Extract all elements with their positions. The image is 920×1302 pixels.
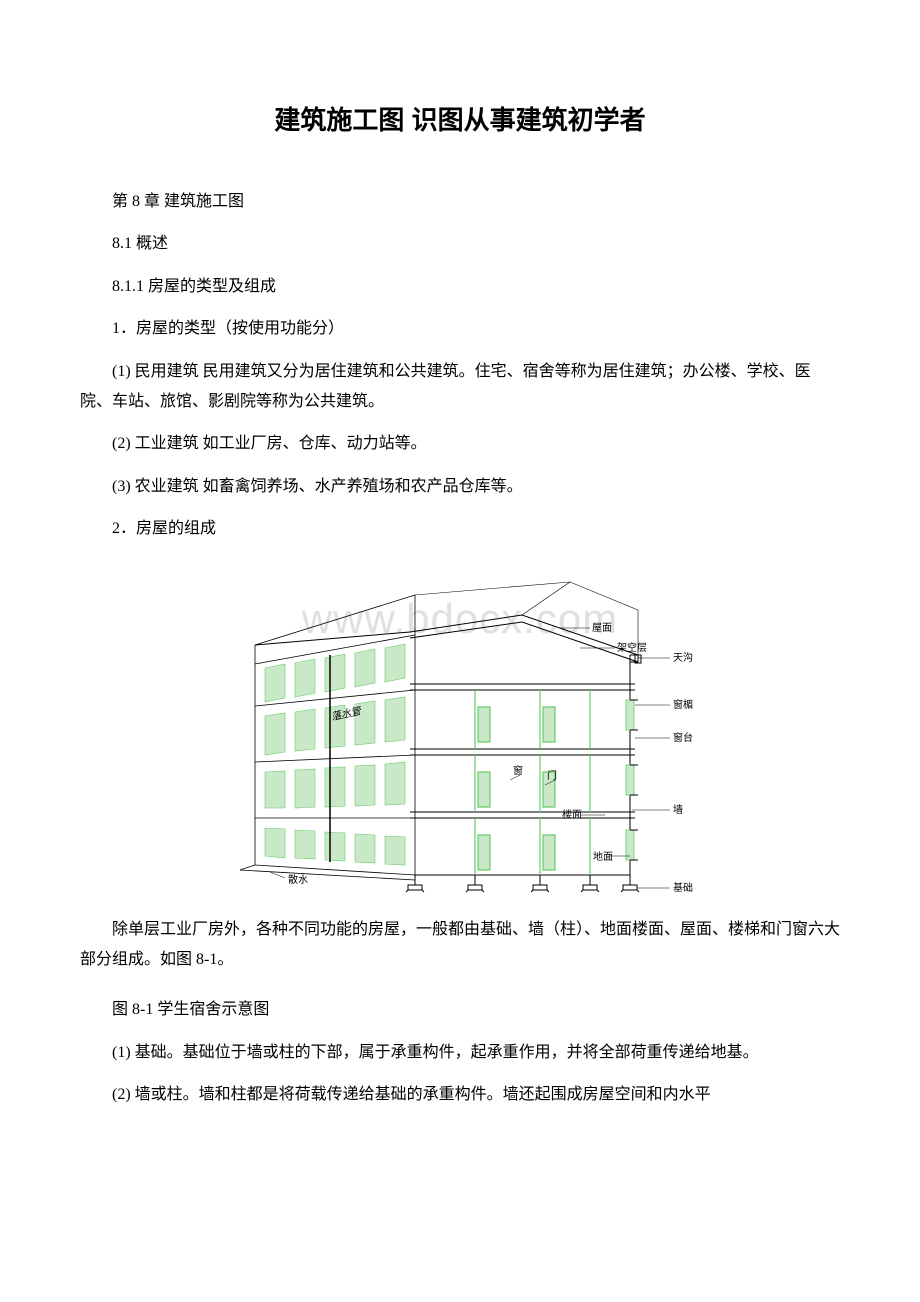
label-gutter: 天沟: [673, 651, 693, 664]
heading-building-types: 1．房屋的类型（按使用功能分）: [80, 314, 840, 344]
label-sill: 窗台: [673, 731, 693, 744]
chapter-heading: 第 8 章 建筑施工图: [80, 187, 840, 217]
heading-building-composition: 2．房屋的组成: [80, 514, 840, 544]
para-composition-intro: 除单层工业厂房外，各种不同功能的房屋，一般都由基础、墙（柱）、地面楼面、屋面、楼…: [80, 915, 840, 976]
section-8-1-1: 8.1.1 房屋的类型及组成: [80, 272, 840, 302]
label-apron: 散水: [288, 873, 308, 886]
para-foundation: (1) 基础。基础位于墙或柱的下部，属于承重构件，起承重作用，并将全部荷重传递给…: [80, 1038, 840, 1068]
label-window: 窗: [513, 764, 523, 777]
label-wall: 墙: [673, 803, 683, 816]
para-wall-column: (2) 墙或柱。墙和柱都是将荷载传递给基础的承重构件。墙还起围成房屋空间和内水平: [80, 1080, 840, 1110]
figure-8-1-image: www.bdocx.com: [210, 560, 710, 900]
label-floor: 楼面: [562, 808, 582, 821]
label-foundation: 基础: [673, 881, 693, 894]
building-diagram-svg: 屋面 架空层 天沟 落水管 窗楣 窗 门 窗台 楼面 墙 地面 散水 基础: [210, 560, 710, 900]
label-ground: 地面: [593, 850, 613, 863]
figure-8-1-container: www.bdocx.com: [80, 560, 840, 900]
label-roof: 屋面: [592, 622, 612, 634]
document-title: 建筑施工图 识图从事建筑初学者: [80, 100, 840, 137]
label-lintel: 窗楣: [673, 698, 693, 711]
para-agricultural-building: (3) 农业建筑 如畜禽饲养场、水产养殖场和农产品仓库等。: [80, 472, 840, 502]
label-attic: 架空层: [617, 641, 647, 654]
section-8-1: 8.1 概述: [80, 229, 840, 259]
figure-caption: 图 8-1 学生宿舍示意图: [80, 995, 840, 1025]
label-door: 门: [547, 769, 557, 782]
para-industrial-building: (2) 工业建筑 如工业厂房、仓库、动力站等。: [80, 429, 840, 459]
para-civil-building: (1) 民用建筑 民用建筑又分为居住建筑和公共建筑。住宅、宿舍等称为居住建筑；办…: [80, 357, 840, 418]
